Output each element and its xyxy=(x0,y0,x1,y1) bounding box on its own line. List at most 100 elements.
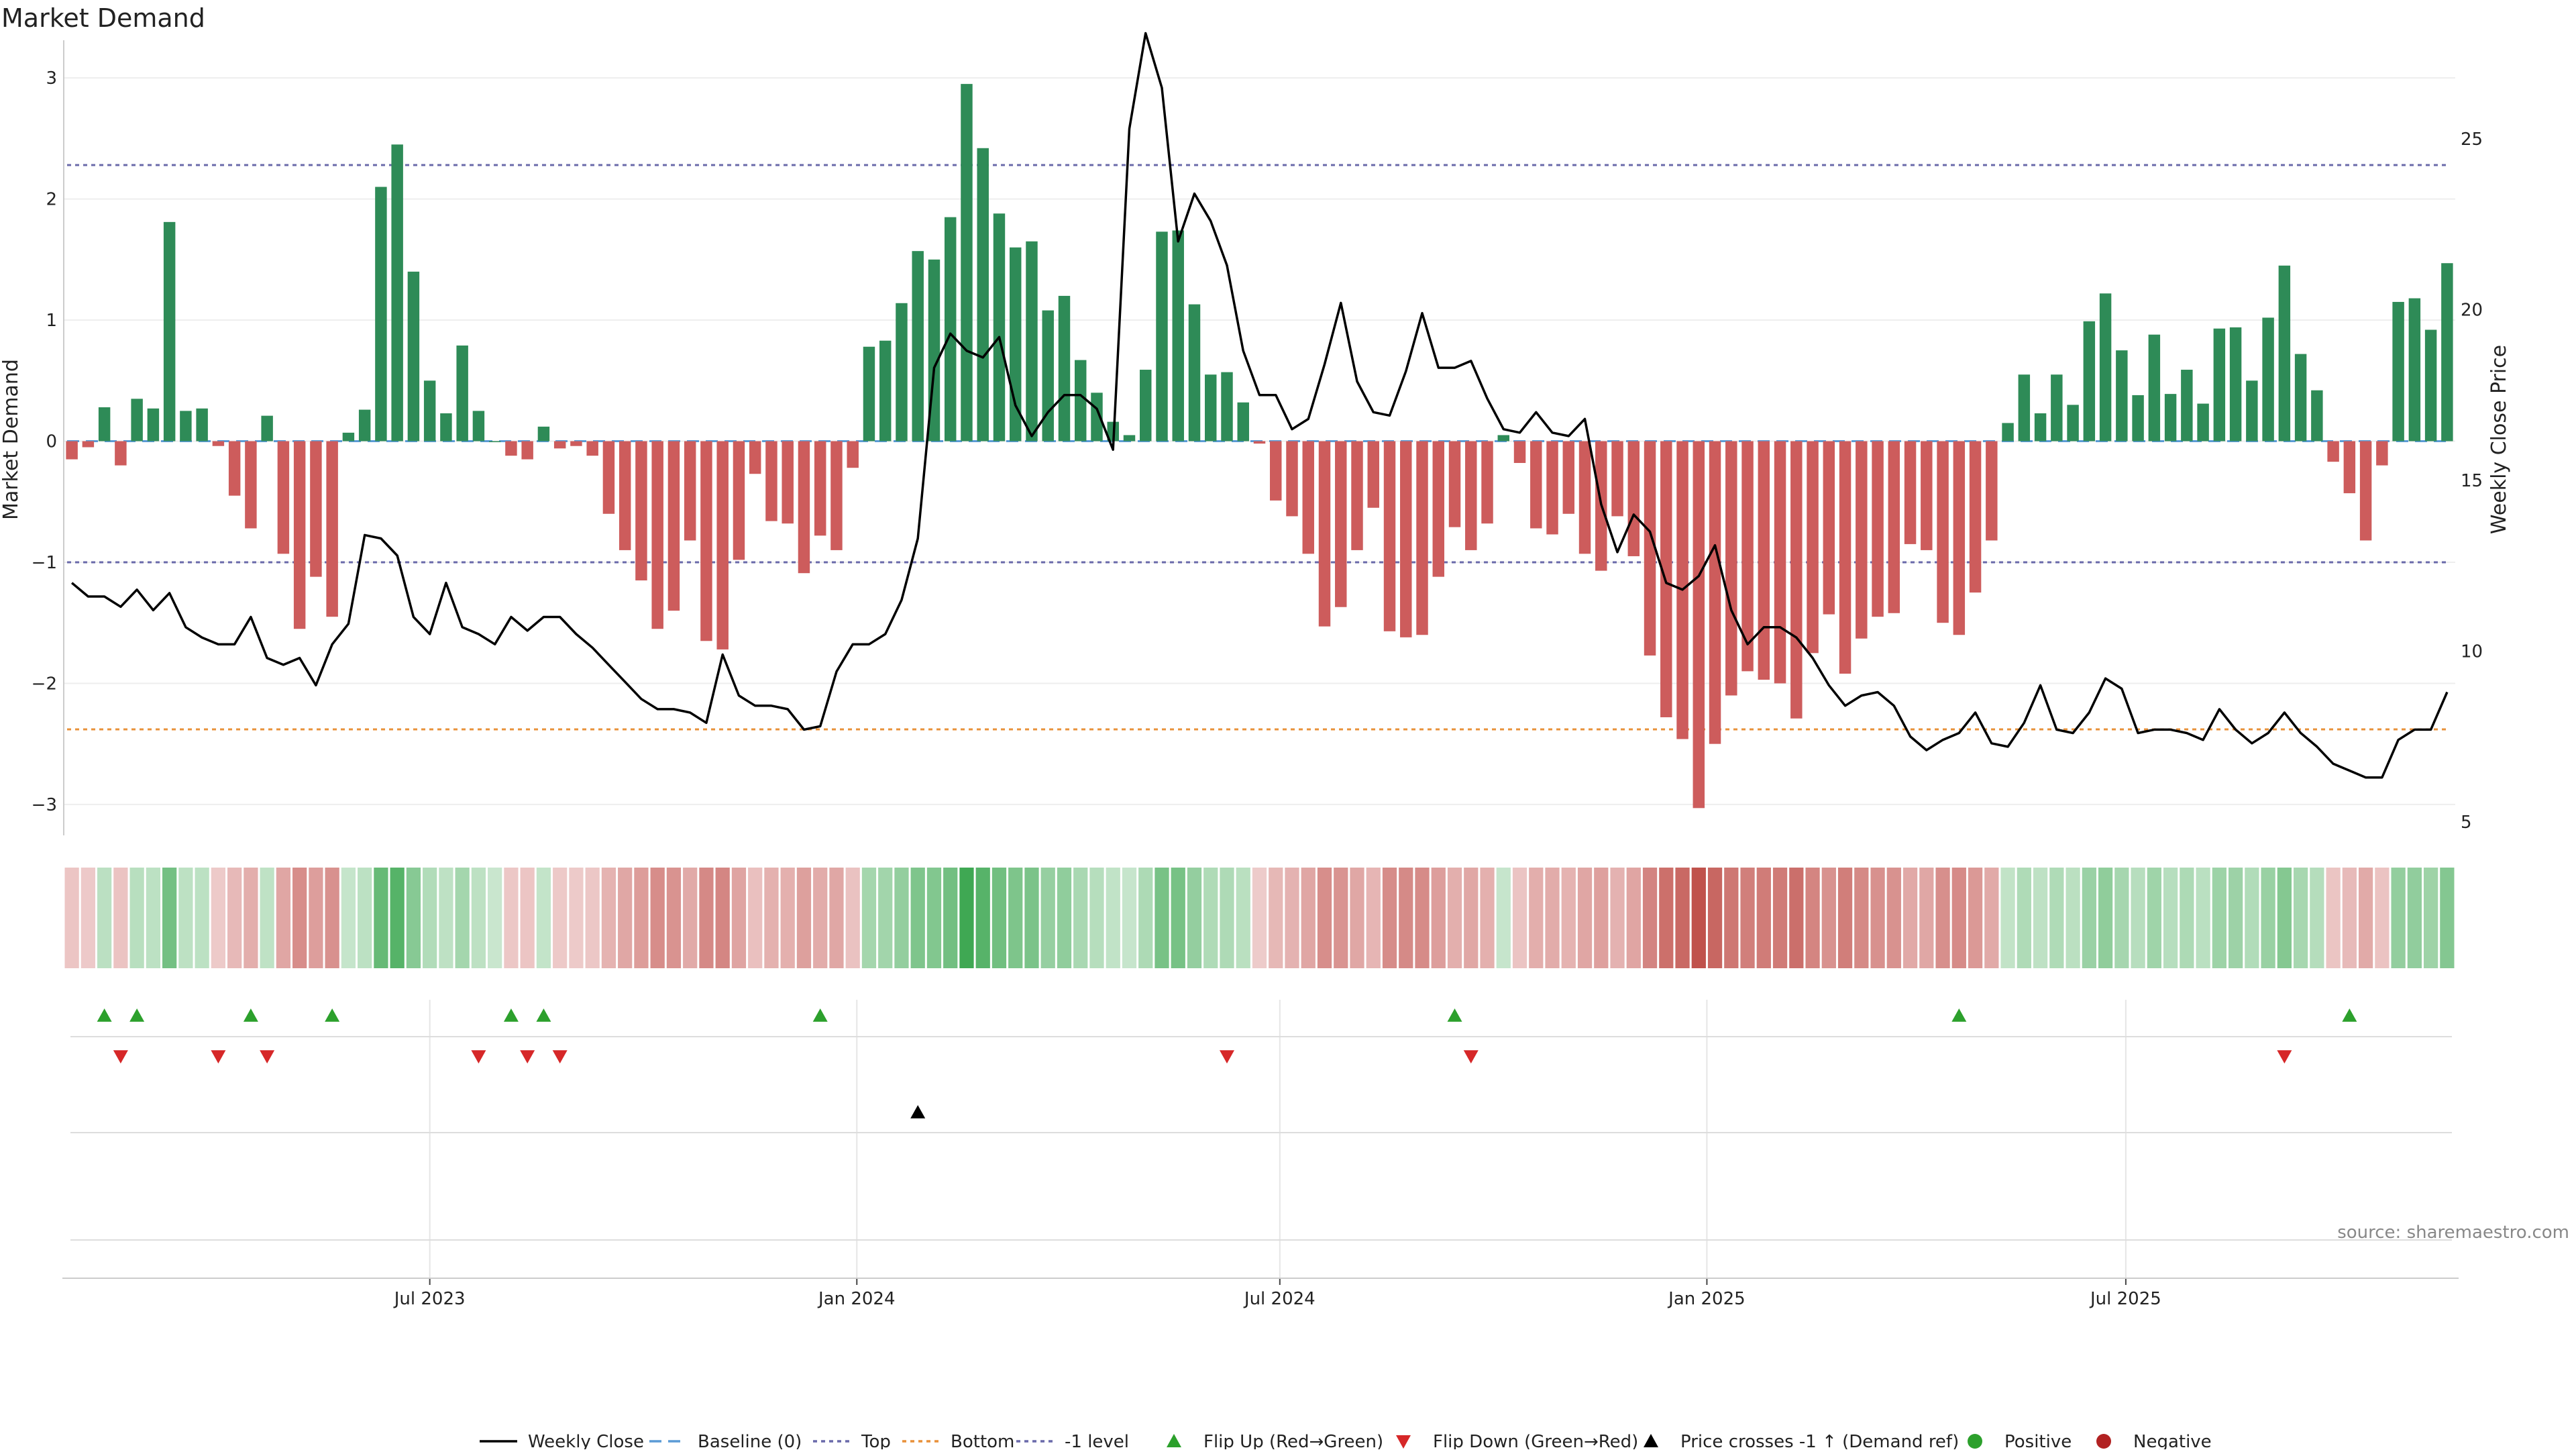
heat-cell xyxy=(358,868,372,968)
demand-bar xyxy=(228,441,241,496)
heat-cell xyxy=(1089,868,1104,968)
heat-cell xyxy=(1642,868,1658,968)
heat-cell xyxy=(1122,868,1137,968)
legend-item: -1 level xyxy=(1016,1432,1129,1452)
heat-cell xyxy=(1382,868,1397,968)
demand-bar xyxy=(1335,441,1347,607)
heat-cell xyxy=(585,868,600,968)
heat-cell xyxy=(260,868,274,968)
demand-bar xyxy=(375,187,387,442)
flip-down-marker xyxy=(2277,1050,2292,1064)
demand-bar xyxy=(82,441,95,448)
demand-bar xyxy=(1774,441,1786,684)
heat-cell xyxy=(1334,868,1348,968)
heat-cell xyxy=(1073,868,1088,968)
demand-bar xyxy=(98,407,111,442)
heat-cell xyxy=(390,868,405,968)
legend-label: Positive xyxy=(2004,1432,2072,1449)
demand-bar xyxy=(2246,380,2258,442)
heat-cell xyxy=(1496,868,1511,968)
right-tick-label: 10 xyxy=(2461,641,2483,662)
demand-bar xyxy=(2311,390,2323,442)
flip-up-marker xyxy=(325,1008,340,1022)
demand-bar xyxy=(1807,441,1819,654)
heat-cell xyxy=(2131,868,2145,968)
demand-bar xyxy=(2392,301,2404,442)
heat-cell xyxy=(211,868,226,968)
heat-cell xyxy=(113,868,128,968)
heat-cell xyxy=(504,868,519,968)
heat-cell xyxy=(2440,868,2455,968)
heat-cell xyxy=(2196,868,2210,968)
demand-bar xyxy=(765,441,777,521)
heat-cell xyxy=(1805,868,1820,968)
demand-bar xyxy=(1416,441,1428,635)
heat-cell xyxy=(1008,868,1023,968)
heat-cell xyxy=(1594,868,1609,968)
demand-bar xyxy=(521,441,533,460)
demand-bar xyxy=(2148,334,2161,442)
demand-bar xyxy=(619,441,631,550)
heat-cell xyxy=(845,868,860,968)
demand-bar xyxy=(2116,350,2128,442)
flip-down-marker xyxy=(260,1050,275,1064)
heat-cell xyxy=(2098,868,2113,968)
heat-cell xyxy=(1399,868,1413,968)
demand-bar xyxy=(1709,441,1721,744)
heat-cell xyxy=(683,868,698,968)
demand-bar xyxy=(1221,372,1233,442)
demand-bar xyxy=(1253,441,1266,444)
legend-swatch-flip-up xyxy=(1167,1434,1181,1447)
heat-cell xyxy=(1350,868,1364,968)
heat-cell xyxy=(618,868,633,968)
heat-cell xyxy=(406,868,421,968)
demand-bar xyxy=(2034,413,2047,442)
demand-bar xyxy=(1205,374,1217,442)
legend-swatch-flip-down xyxy=(1396,1435,1411,1449)
heat-cell xyxy=(1269,868,1283,968)
heat-cell xyxy=(146,868,161,968)
demand-bar xyxy=(407,271,420,442)
x-tick-label: Jul 2023 xyxy=(393,1289,466,1309)
demand-bar xyxy=(2197,403,2209,442)
heat-cell xyxy=(1155,868,1169,968)
heat-cell xyxy=(2293,868,2308,968)
heat-cell xyxy=(1464,868,1479,968)
demand-bar xyxy=(423,380,436,442)
demand-bar xyxy=(2099,293,2112,442)
heat-cell xyxy=(64,868,79,968)
heat-cell xyxy=(829,868,844,968)
x-tick-label: Jan 2025 xyxy=(1667,1289,1746,1309)
heat-cell xyxy=(488,868,502,968)
heat-cell xyxy=(162,868,177,968)
demand-bar xyxy=(944,217,957,442)
demand-bar xyxy=(993,213,1006,442)
heat-cell xyxy=(1447,868,1462,968)
flip-down-marker xyxy=(552,1050,568,1064)
demand-bar xyxy=(1530,441,1542,529)
grid-layer xyxy=(64,77,2455,1278)
left-tick-label: 1 xyxy=(46,311,57,331)
legend-item: Baseline (0) xyxy=(649,1432,802,1452)
heat-cell xyxy=(455,868,470,968)
demand-bar xyxy=(1856,441,1868,639)
demand-bar xyxy=(1448,441,1461,527)
heat-cell xyxy=(423,868,437,968)
demand-bar xyxy=(1758,441,1770,680)
demand-bar xyxy=(1432,441,1444,577)
flip-down-marker xyxy=(471,1050,486,1064)
demand-bar xyxy=(586,441,598,456)
demand-bar xyxy=(896,303,908,442)
demand-bar xyxy=(440,413,452,442)
heat-cell xyxy=(1024,868,1039,968)
heat-cell xyxy=(2180,868,2194,968)
heat-cell xyxy=(1707,868,1723,968)
heat-cell xyxy=(2147,868,2161,968)
demand-bar xyxy=(1042,310,1054,442)
demand-bar xyxy=(456,345,468,442)
demand-bar xyxy=(293,441,306,629)
heat-cell xyxy=(1935,868,1950,968)
demand-bar xyxy=(1172,230,1184,442)
demand-bars xyxy=(66,84,2453,809)
demand-bar xyxy=(1465,441,1477,550)
